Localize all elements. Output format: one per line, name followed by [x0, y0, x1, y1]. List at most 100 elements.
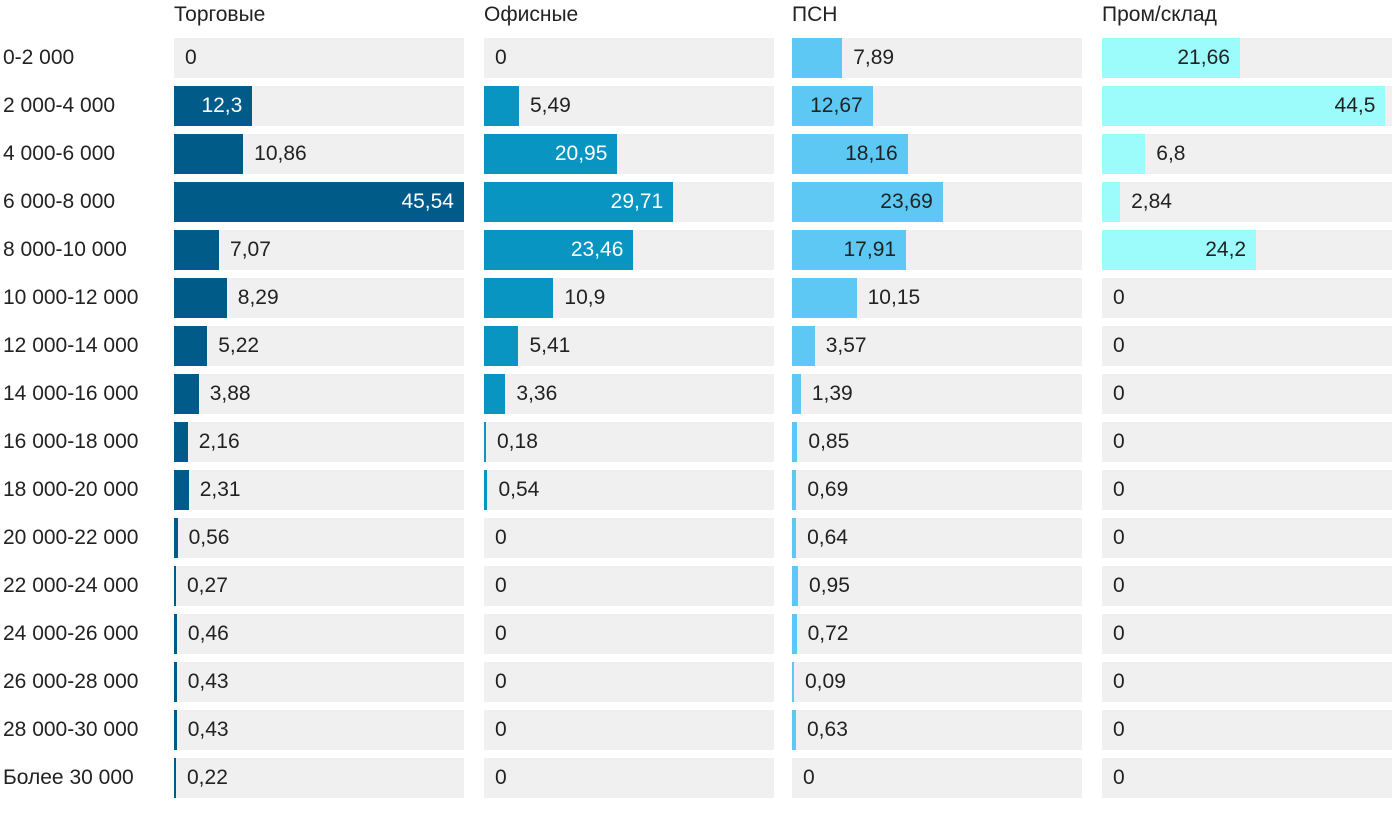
bar-track: 0	[174, 38, 464, 78]
bar-track: 5,41	[484, 326, 774, 366]
bar	[174, 86, 253, 126]
value-label: 0	[495, 574, 507, 597]
bar-track: 8,29	[174, 278, 464, 318]
bar-track: 0	[484, 566, 774, 606]
bar-track: 0,46	[174, 614, 464, 654]
value-label: 7,89	[853, 46, 895, 69]
bar	[792, 422, 798, 462]
bar-track: 24,2	[1102, 230, 1392, 270]
bar	[484, 182, 674, 222]
value-label: 1,39	[811, 382, 853, 405]
value-label: 0	[1113, 382, 1125, 405]
bar	[174, 230, 220, 270]
bar-track: 1,39	[792, 374, 1082, 414]
bar	[792, 182, 943, 222]
bar-track: 0	[484, 614, 774, 654]
bar	[484, 422, 486, 462]
bar-track: 29,71	[484, 182, 774, 222]
value-label: 0	[1113, 718, 1125, 741]
bar-track: 0	[792, 758, 1082, 798]
value-label: 0,27	[187, 574, 228, 597]
value-label: 0,43	[187, 670, 229, 693]
value-label: 0,95	[809, 574, 850, 597]
bar	[484, 374, 506, 414]
value-label: 0	[1113, 526, 1125, 549]
value-label: 0,72	[807, 622, 849, 645]
bar-track: 2,31	[174, 470, 464, 510]
category-label: 12 000-14 000	[3, 334, 139, 357]
bar-track: 5,22	[174, 326, 464, 366]
bar-track: 0,56	[174, 518, 464, 558]
bar	[174, 662, 177, 702]
bar	[1102, 230, 1257, 270]
category-label: 6 000-8 000	[3, 190, 116, 213]
value-label: 6,8	[1156, 142, 1186, 165]
bar	[792, 86, 873, 126]
category-label: 18 000-20 000	[3, 478, 139, 501]
value-label: 0,46	[187, 622, 229, 645]
bar-track: 6,8	[1102, 134, 1392, 174]
value-label: 0,56	[188, 526, 230, 549]
bar-track: 0,54	[484, 470, 774, 510]
bar-track: 0	[1102, 374, 1392, 414]
bar-track: 0,95	[792, 566, 1082, 606]
bar-track: 0,22	[174, 758, 464, 798]
bar-track: 12,3	[174, 86, 464, 126]
bar	[484, 134, 618, 174]
bar-track: 10,86	[174, 134, 464, 174]
category-label: Более 30 000	[3, 766, 134, 789]
value-label: 2,31	[199, 478, 241, 501]
bar	[174, 614, 177, 654]
panel-title: ПСН	[792, 3, 838, 26]
value-label: 0	[1113, 430, 1125, 453]
category-label: 16 000-18 000	[3, 430, 139, 453]
bar	[174, 134, 244, 174]
bar	[484, 230, 634, 270]
bar	[484, 326, 519, 366]
value-label: 0,18	[497, 430, 538, 453]
bar-track: 0	[1102, 470, 1392, 510]
value-label: 10,86	[254, 142, 307, 165]
bar-track: 0,72	[792, 614, 1082, 654]
bar-track: 18,16	[792, 134, 1082, 174]
value-label: 0	[1113, 574, 1125, 597]
bar-track: 0,43	[174, 662, 464, 702]
bar-track: 20,95	[484, 134, 774, 174]
bar	[792, 710, 796, 750]
value-label: 20,95	[554, 142, 608, 165]
bar	[792, 518, 797, 558]
bar	[174, 758, 176, 798]
bar	[792, 614, 797, 654]
bar-track: 0	[1102, 278, 1392, 318]
value-label: 0,09	[805, 670, 846, 693]
value-label: 10,9	[564, 286, 606, 309]
category-label: 20 000-22 000	[3, 526, 139, 549]
bar-track: 0,69	[792, 470, 1082, 510]
bar	[792, 374, 801, 414]
bar-track: 44,5	[1102, 86, 1392, 126]
category-label: 14 000-16 000	[3, 382, 139, 405]
bar	[792, 134, 908, 174]
category-label: 8 000-10 000	[3, 238, 127, 261]
bar-track: 21,66	[1102, 38, 1392, 78]
bar	[1102, 182, 1121, 222]
value-label: 3,88	[209, 382, 251, 405]
bar-track: 0	[1102, 422, 1392, 462]
value-label: 0	[1113, 766, 1125, 789]
value-label: 10,15	[867, 286, 921, 309]
value-label: 0,69	[807, 478, 849, 501]
value-label: 24,2	[1205, 238, 1247, 261]
category-label: 0-2 000	[3, 46, 75, 69]
value-label: 23,69	[880, 190, 933, 213]
bar-track: 0,64	[792, 518, 1082, 558]
value-label: 45,54	[401, 190, 454, 213]
bar	[174, 710, 177, 750]
bar	[174, 422, 188, 462]
value-label: 0,22	[187, 766, 228, 789]
bar-track: 23,46	[484, 230, 774, 270]
category-label: 24 000-26 000	[3, 622, 139, 645]
bar-track: 3,88	[174, 374, 464, 414]
bar-track: 17,91	[792, 230, 1082, 270]
bar-track: 0	[1102, 518, 1392, 558]
category-label: 10 000-12 000	[3, 286, 139, 309]
